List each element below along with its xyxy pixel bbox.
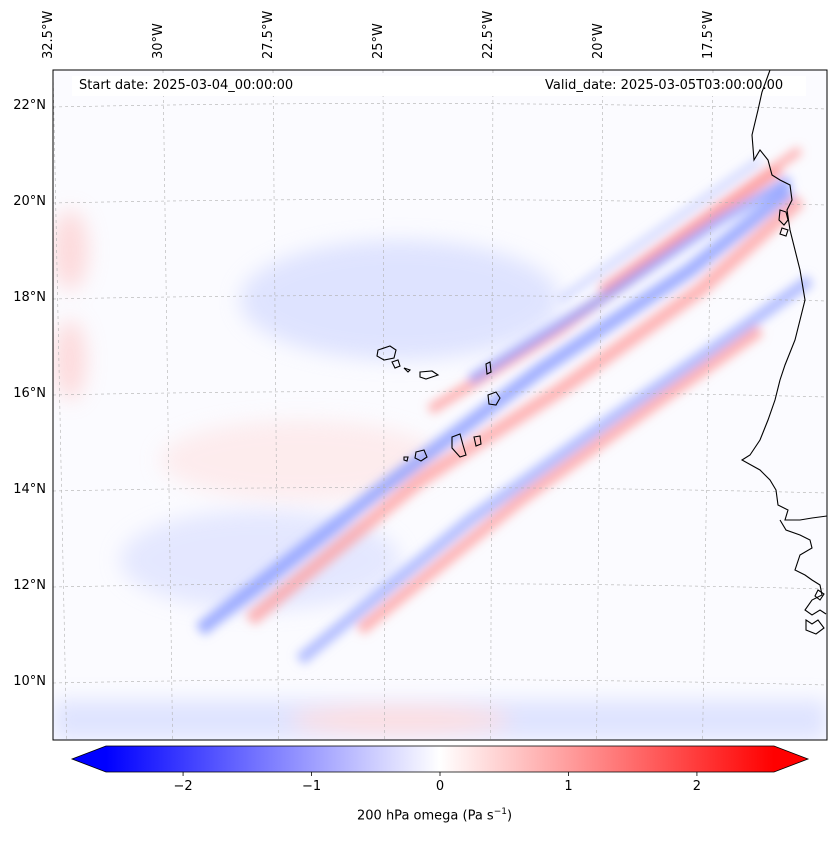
parallel-line <box>53 199 827 206</box>
lon-label: 17.5°W <box>701 10 716 59</box>
ascent-band <box>296 275 814 665</box>
island-brava <box>403 456 409 462</box>
parallel-line <box>53 103 827 110</box>
colorbar-label: 200 hPa omega (Pa s−1) <box>357 807 512 823</box>
broad-descent-area <box>160 420 440 500</box>
colorbar-label-close: ) <box>506 808 513 824</box>
island-boa-vista <box>487 391 501 406</box>
lon-label: 20°W <box>591 23 606 59</box>
colorbar-tick-label: 2 <box>692 779 702 794</box>
island-santiago <box>451 433 467 458</box>
lon-label: 27.5°W <box>261 10 276 59</box>
island-fogo <box>414 449 428 462</box>
descent-band <box>356 325 764 635</box>
lon-label: 30°W <box>151 23 166 59</box>
island-santa-luzia <box>403 367 412 373</box>
lat-label: 20°N <box>13 194 46 209</box>
ascent-band <box>467 175 793 385</box>
broad-descent-area <box>54 320 86 400</box>
lon-label: 22.5°W <box>481 10 496 59</box>
colorbar-ticks <box>182 772 698 776</box>
parallel-line <box>53 679 827 686</box>
ascent-band <box>557 156 763 304</box>
colorbar-tick-label: −2 <box>173 779 193 794</box>
meridian-line <box>272 70 279 740</box>
ascent-band <box>195 184 795 636</box>
date-strip <box>72 76 806 96</box>
africa-coastline <box>740 70 827 521</box>
meridian-line <box>162 70 173 740</box>
colorbar-gradient <box>106 746 774 772</box>
lat-label: 18°N <box>13 290 46 305</box>
parallel-line <box>53 295 827 302</box>
lat-label: 10°N <box>13 674 46 689</box>
parallel-line <box>53 391 827 398</box>
colorbar-tick-label: 0 <box>435 779 445 794</box>
lat-label: 14°N <box>13 482 46 497</box>
colorbar <box>70 745 810 776</box>
descent-band <box>245 194 805 626</box>
broad-descent-area <box>53 210 88 290</box>
colorbar-tick-label: −1 <box>301 779 322 794</box>
meridian-line <box>702 70 714 740</box>
island-sao-vicente <box>391 359 401 369</box>
valid-date-label: Valid_date: 2025-03-05T03:00:00.00 <box>545 78 784 93</box>
meridian-line <box>596 70 604 740</box>
colorbar-label-exponent: −1 <box>493 807 507 817</box>
island-sal <box>485 361 492 375</box>
island-sao-nicolau <box>419 370 440 380</box>
meridian-line <box>490 70 494 740</box>
lat-label: 16°N <box>13 386 46 401</box>
coastlines <box>376 70 827 635</box>
island-maio <box>473 435 482 447</box>
colorbar-label-text: 200 hPa omega (Pa s <box>357 808 494 824</box>
meridian-line <box>382 70 385 740</box>
lon-label: 32.5°W <box>41 10 56 59</box>
parallel-line <box>53 583 827 590</box>
graticule <box>53 70 827 740</box>
coastal-islet <box>779 227 789 237</box>
colorbar-tick-label: 1 <box>564 779 573 794</box>
lat-label: 22°N <box>13 98 46 113</box>
descent-band <box>597 146 803 294</box>
broad-ascent-area <box>240 240 560 360</box>
colorbar-max-extend <box>774 746 808 772</box>
meridian-line <box>53 70 67 740</box>
coastal-islet <box>778 209 789 226</box>
lon-label: 25°W <box>371 23 386 59</box>
africa-coastline <box>779 519 827 616</box>
bottom-descent-patch <box>290 706 510 734</box>
colorbar-min-extend <box>72 746 106 772</box>
omega-field <box>53 146 827 740</box>
parallel-line <box>53 487 827 494</box>
start-date-label: Start date: 2025-03-04_00:00:00 <box>79 78 294 93</box>
coastal-islet <box>814 589 825 601</box>
coastal-islet <box>805 618 825 635</box>
map-frame <box>52 69 828 741</box>
colorbar-outline <box>70 745 810 773</box>
island-santo-antao <box>376 345 397 361</box>
lat-label: 12°N <box>13 578 46 593</box>
